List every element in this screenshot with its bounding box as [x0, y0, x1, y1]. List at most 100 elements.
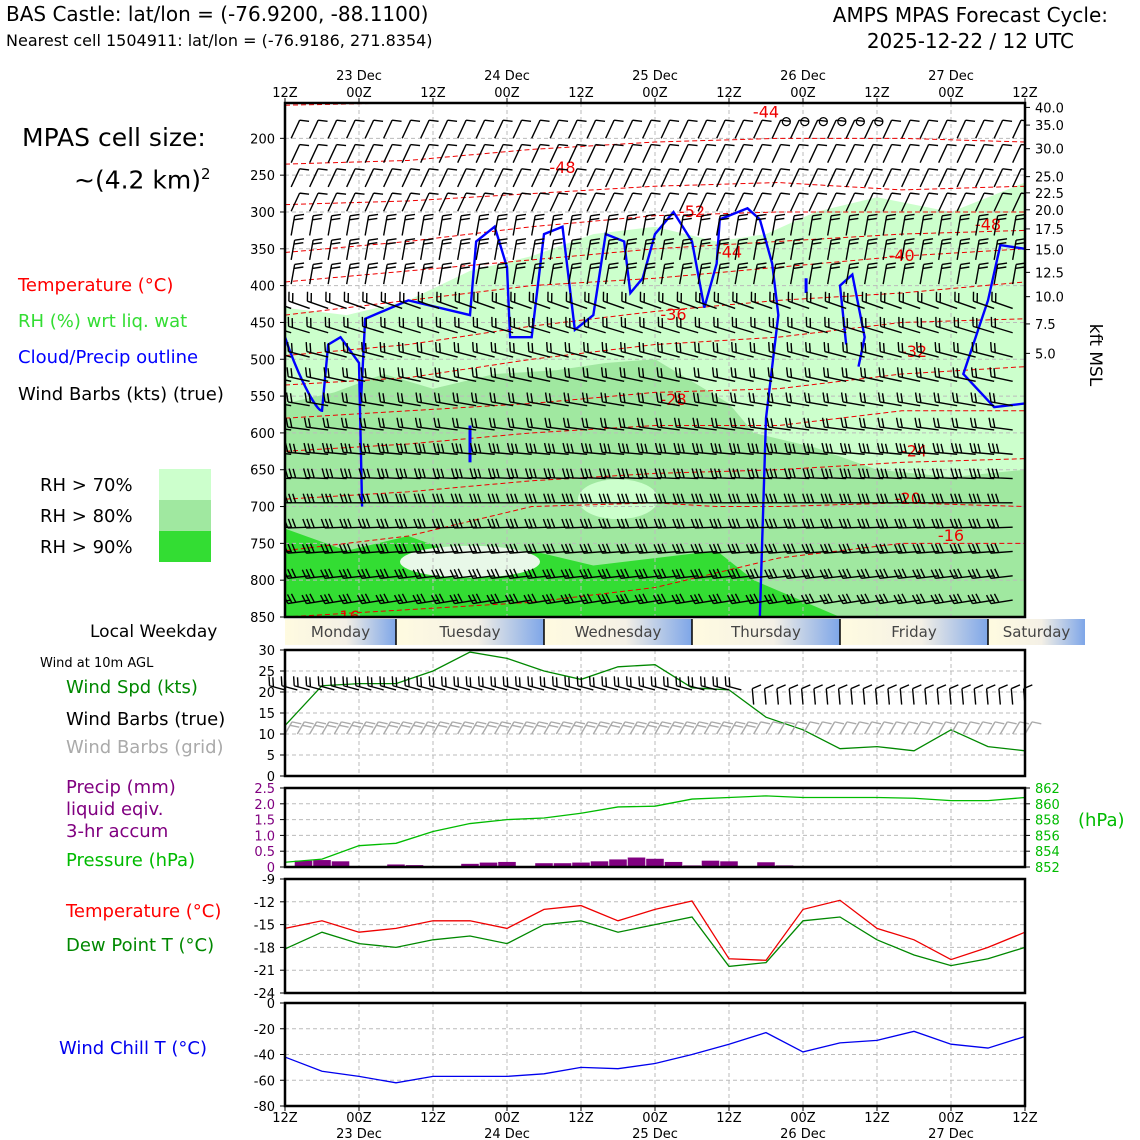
wind-barb	[567, 262, 582, 285]
wind-barb	[486, 593, 514, 605]
wind-barb	[840, 417, 865, 431]
height-tick-label: 20.0	[1035, 204, 1064, 219]
wind-barb	[450, 468, 477, 480]
legend-barbs: Wind Barbs (kts) (true)	[18, 384, 224, 405]
wind-barb	[364, 262, 379, 285]
wind-barb	[745, 593, 773, 605]
wind-barb-true	[564, 676, 582, 691]
wind-barb	[787, 291, 810, 310]
wind-barb	[820, 468, 847, 480]
wind-barb	[306, 291, 329, 310]
wind-barb	[597, 543, 625, 554]
weekday-bar: Monday Tuesday Wednesday Thursday Friday Satu…	[285, 619, 1085, 645]
wind-tick-label: 15	[258, 707, 275, 722]
legend-dewpoint: Dew Point T (°C)	[66, 935, 215, 956]
wind-barb	[375, 568, 403, 580]
wind-barb	[654, 442, 680, 455]
wind-barb	[343, 291, 366, 310]
wind-barb	[582, 367, 606, 383]
wind-barb	[616, 518, 643, 529]
temp-tick-label: -18	[254, 941, 275, 956]
wind-barb	[712, 342, 736, 358]
wind-barb	[453, 342, 477, 358]
wind-barb	[672, 493, 699, 504]
wind-barb	[753, 192, 772, 212]
wind-barb	[394, 568, 421, 580]
wind-barb	[845, 213, 860, 236]
temperature-contour-label: -24	[901, 441, 927, 460]
wind-barb	[586, 213, 601, 236]
wind-barb	[383, 143, 402, 163]
wind-barb	[568, 119, 587, 139]
wind-barb	[494, 119, 513, 139]
wind-barb	[376, 518, 403, 529]
wind-barb	[876, 468, 902, 480]
wind-barb	[919, 168, 939, 188]
pressure-tick-label-right: 852	[1035, 861, 1060, 876]
wind-barb	[287, 342, 310, 358]
weekday-name: Tuesday	[438, 623, 500, 641]
wind-barb	[695, 291, 717, 310]
wind-barb	[789, 238, 804, 260]
wind-barb	[894, 493, 921, 504]
wind-barb-grid	[321, 721, 339, 735]
wind-barb	[420, 168, 439, 188]
wind-barb-true	[699, 676, 717, 691]
wind-barb	[413, 493, 440, 504]
wind-barb-grid	[666, 721, 684, 735]
wind-barb	[420, 192, 439, 212]
wind-barb	[875, 568, 902, 580]
wind-barb	[993, 168, 1013, 188]
weekday-name: Friday	[891, 623, 937, 641]
wind-barb-grid	[901, 721, 919, 735]
wind-barb	[933, 367, 958, 383]
wind-barb	[783, 468, 810, 480]
wind-barb	[808, 192, 828, 212]
wind-barb-true	[899, 684, 910, 705]
wind-barb	[655, 417, 680, 431]
wind-barb	[325, 291, 347, 310]
wind-barb	[456, 213, 471, 236]
wind-barb	[398, 316, 421, 334]
temperature-contour-label: -20	[895, 489, 921, 508]
wind-barb	[579, 568, 606, 580]
wind-barb	[952, 367, 976, 383]
wind-barb	[986, 568, 1013, 580]
wind-barb	[586, 238, 601, 260]
wind-barb	[975, 192, 994, 212]
wind-barb-true	[477, 676, 495, 691]
wind-barb	[304, 392, 329, 407]
wind-barb	[327, 238, 342, 260]
wind-barb	[506, 493, 532, 504]
wind-barb	[679, 119, 698, 139]
wind-barb-grid	[802, 721, 820, 735]
wind-barb	[863, 213, 878, 236]
wind-barb	[324, 342, 347, 358]
precip-bar	[535, 863, 553, 867]
wind-barb	[302, 518, 329, 529]
wind-barb	[468, 568, 495, 580]
wind-barb	[919, 262, 934, 285]
wind-barb	[618, 417, 643, 431]
wind-barb	[882, 262, 897, 285]
wind-barb-true	[973, 684, 984, 705]
wind-barb	[561, 518, 588, 529]
wind-barb	[748, 392, 773, 407]
wind-barb	[660, 213, 675, 236]
wind-barb	[512, 238, 527, 260]
wind-barb	[937, 238, 952, 260]
wind-barb-true	[625, 676, 643, 691]
precip-bar	[479, 862, 498, 867]
wind-barb-grid	[333, 721, 351, 735]
temperature-contour-label: -48	[549, 158, 575, 177]
wind-barb	[975, 168, 994, 188]
wind-barb	[752, 262, 767, 285]
wind-barb	[750, 316, 773, 334]
wind-barb	[286, 367, 310, 383]
wind-barb	[901, 119, 920, 139]
wind-barb	[727, 518, 754, 529]
wind-barb	[656, 367, 680, 383]
temp-tick-label: -12	[254, 896, 275, 911]
wind-barb	[856, 593, 884, 605]
wind-barb	[509, 316, 532, 334]
